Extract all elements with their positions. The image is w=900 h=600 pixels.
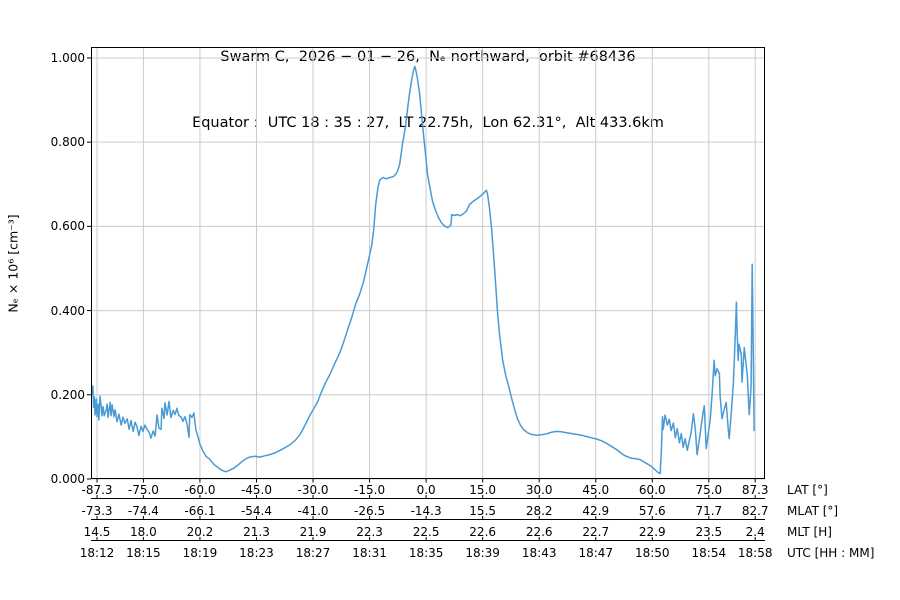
ne-curve — [91, 65, 755, 475]
mlat-tick-label: -41.0 — [297, 503, 329, 518]
utc-tick-label: 18:58 — [737, 545, 773, 560]
row-label-mlt: MLT [H] — [787, 524, 832, 539]
lat-tick-label: 45.0 — [582, 483, 610, 497]
lat-tick-label: 0.0 — [416, 483, 436, 497]
mlat-tick-label: -73.3 — [81, 503, 113, 518]
mlt-tick-label: 14.5 — [83, 524, 111, 539]
utc-tick-label: 18:43 — [521, 545, 557, 560]
mlt-tick-label: 18.0 — [130, 524, 157, 539]
plot-area — [87, 47, 765, 541]
utc-tick-label: 18:23 — [239, 545, 274, 560]
lat-tick-label: -87.3 — [81, 483, 113, 497]
lat-tick-label: -60.0 — [184, 483, 216, 497]
mlat-tick-label: 28.2 — [525, 503, 553, 518]
mlt-tick-label: 21.3 — [243, 524, 270, 539]
mlt-tick-label: 2.4 — [745, 524, 765, 539]
y-tick-label: 0.000 — [50, 472, 85, 486]
mlat-tick-label: 57.6 — [638, 503, 666, 518]
lat-tick-label: -30.0 — [297, 483, 329, 497]
mlat-tick-label: -74.4 — [127, 503, 159, 518]
mlat-tick-label: 15.5 — [469, 503, 497, 518]
mlt-tick-label: 22.3 — [356, 524, 383, 539]
lat-tick-label: -45.0 — [240, 483, 272, 497]
y-tick-label: 0.800 — [50, 135, 85, 150]
utc-tick-label: 18:39 — [465, 545, 500, 560]
y-tick-label: 0.600 — [50, 219, 85, 234]
utc-tick-label: 18:27 — [295, 545, 331, 560]
mlt-tick-label: 22.9 — [638, 524, 666, 539]
row-label-utc: UTC [HH : MM] — [787, 545, 875, 560]
mlt-tick-label: 22.5 — [412, 524, 440, 539]
chart-subtitle: Equator : UTC 18 : 35 : 27, LT 22.75h, L… — [192, 115, 664, 131]
utc-tick-label: 18:15 — [126, 545, 161, 560]
y-tick-label: 1.000 — [50, 50, 85, 65]
mlat-tick-label: -14.3 — [410, 503, 442, 518]
lat-tick-label: -15.0 — [354, 483, 386, 497]
lat-tick-label: -75.0 — [127, 483, 159, 497]
mlt-tick-label: 20.2 — [186, 524, 214, 539]
utc-tick-label: 18:19 — [182, 545, 218, 560]
mlt-tick-label: 22.7 — [582, 524, 610, 539]
utc-tick-label: 18:31 — [352, 545, 387, 560]
y-tick-label: 0.200 — [50, 387, 85, 402]
row-label-lat: LAT [°] — [787, 483, 828, 497]
mlt-tick-label: 22.6 — [525, 524, 553, 539]
lat-tick-label: 60.0 — [638, 483, 666, 497]
lat-tick-label: 75.0 — [695, 483, 723, 497]
y-axis-label: Nₑ × 10⁶ [cm⁻³] — [5, 214, 21, 313]
mlat-tick-label: 71.7 — [695, 503, 723, 518]
row-label-mlat: MLAT [°] — [787, 503, 839, 518]
mlat-tick-label: 42.9 — [582, 503, 610, 518]
lat-tick-label: 87.3 — [741, 483, 769, 497]
mlt-tick-label: 21.9 — [299, 524, 327, 539]
mlat-tick-label: -66.1 — [184, 503, 216, 518]
mlat-tick-label: -26.5 — [354, 503, 386, 518]
lat-tick-label: 30.0 — [525, 483, 553, 497]
utc-tick-label: 18:35 — [408, 545, 444, 560]
utc-tick-label: 18:47 — [578, 545, 614, 560]
utc-tick-label: 18:50 — [634, 545, 670, 560]
title-block: Swarm C, 2026 − 01 − 26, Nₑ northward, o… — [91, 2, 765, 156]
plot-border — [91, 47, 765, 479]
chart-title: Swarm C, 2026 − 01 − 26, Nₑ northward, o… — [220, 49, 636, 65]
mlt-tick-label: 23.5 — [695, 524, 723, 539]
lat-tick-label: 15.0 — [469, 483, 497, 497]
mlt-tick-label: 22.6 — [469, 524, 497, 539]
y-tick-label: 0.400 — [50, 303, 85, 318]
mlat-tick-label: 82.7 — [741, 503, 769, 518]
utc-tick-label: 18:54 — [691, 545, 727, 560]
mlat-tick-label: -54.4 — [240, 503, 272, 518]
utc-tick-label: 18:12 — [79, 545, 115, 560]
